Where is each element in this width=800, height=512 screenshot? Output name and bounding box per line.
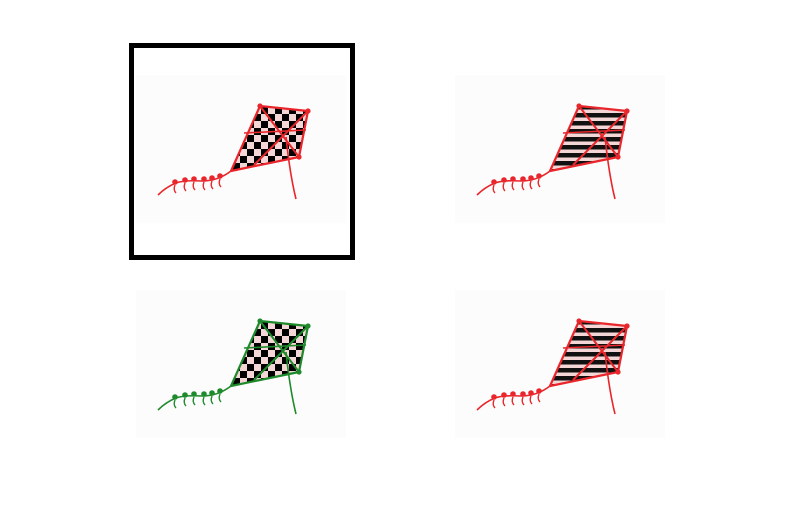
kite-option-1[interactable] xyxy=(136,75,346,223)
kite-striped-icon xyxy=(476,318,630,415)
kite-option-2[interactable] xyxy=(455,75,665,223)
kite-checkered-icon xyxy=(157,318,311,415)
kite-option-4[interactable] xyxy=(455,290,665,438)
kite-checkered-icon xyxy=(157,103,311,200)
kite-striped-icon xyxy=(476,103,630,200)
kite-option-3[interactable] xyxy=(136,290,346,438)
